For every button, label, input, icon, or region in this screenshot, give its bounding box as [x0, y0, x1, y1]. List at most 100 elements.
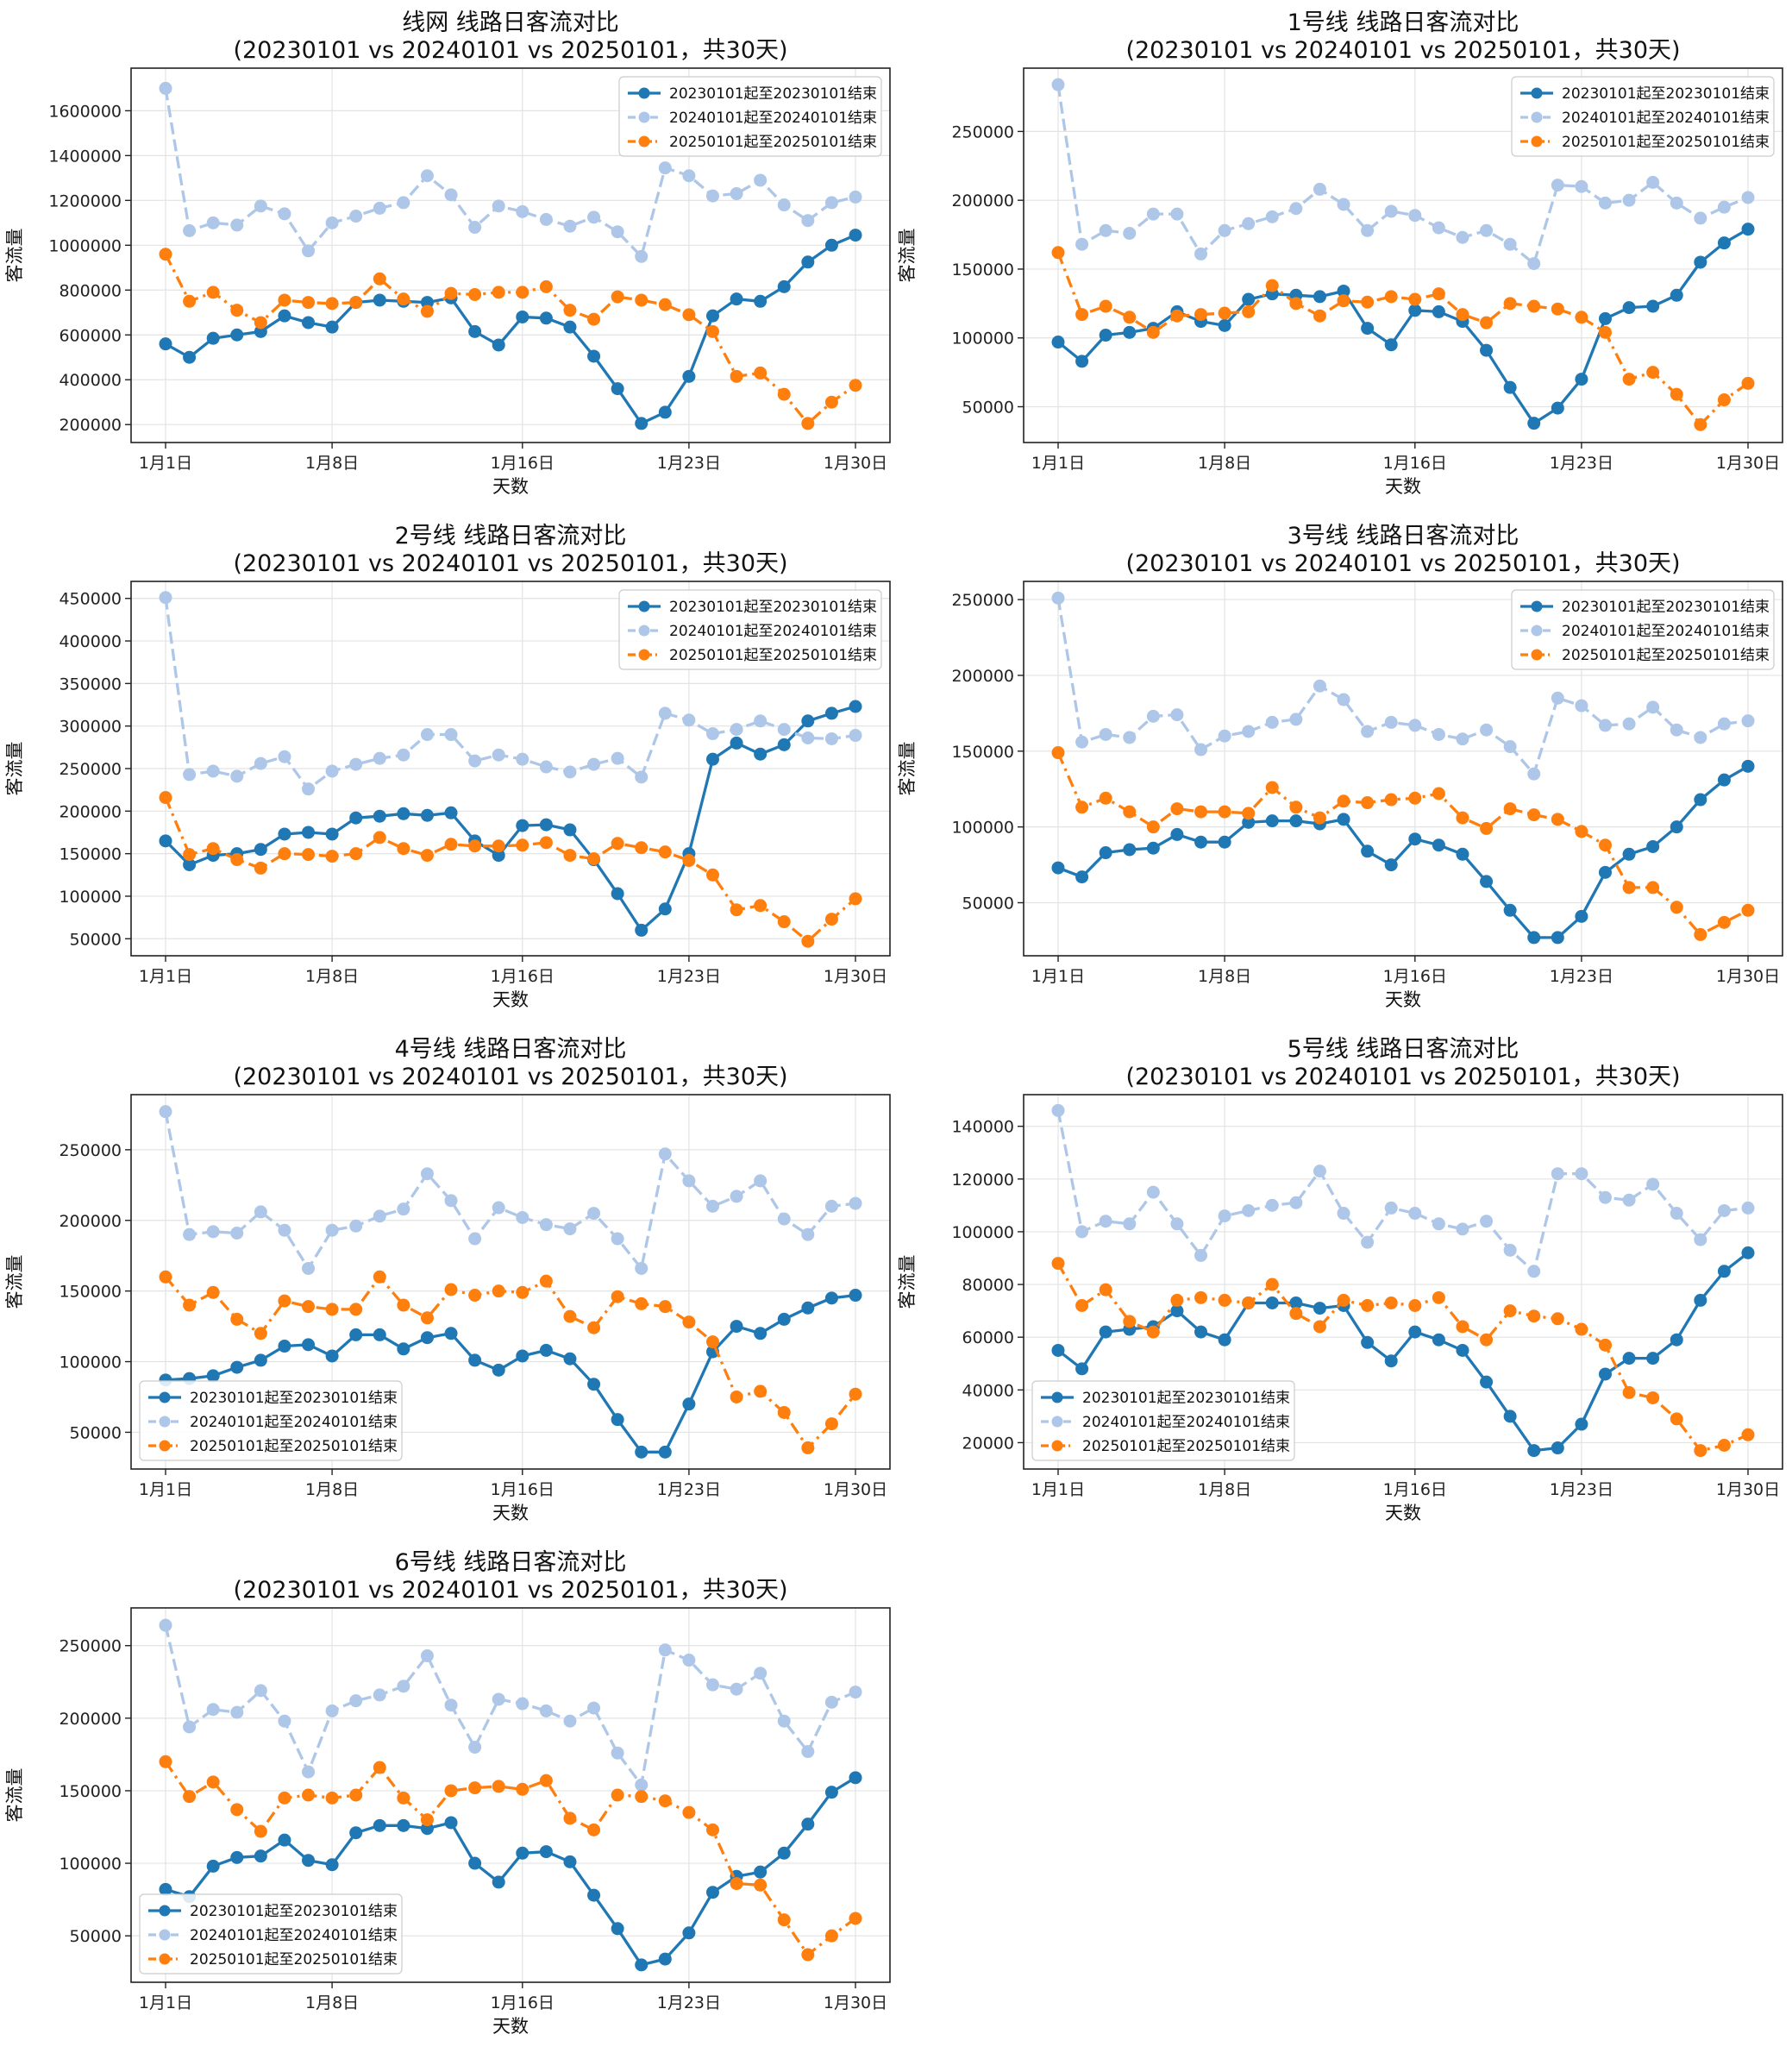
- data-point: [325, 1791, 339, 1805]
- chart-panel-5: 1月1日 1月8日 1月16日 1月23日 1月30日 20000 40000 60000 80…: [897, 1036, 1783, 1523]
- data-point: [539, 1218, 553, 1232]
- data-point: [516, 204, 529, 218]
- data-point: [730, 1390, 743, 1403]
- legend-box: [618, 76, 882, 157]
- x-tick-label: 1月30日: [824, 454, 887, 473]
- data-point: [1051, 1257, 1065, 1271]
- data-point: [1075, 1299, 1089, 1313]
- legend-swatch-marker: [638, 649, 650, 661]
- data-point: [302, 1261, 316, 1275]
- x-tick-label: 1月16日: [1383, 454, 1447, 473]
- data-point: [1384, 204, 1398, 218]
- data-point: [325, 850, 339, 863]
- data-point: [1361, 796, 1375, 810]
- data-point: [254, 843, 267, 857]
- x-axis-label: 天数: [492, 2016, 529, 2037]
- legend-swatch-marker: [159, 1953, 171, 1965]
- series-line-2: [164, 796, 857, 943]
- x-tick-label: 1月23日: [657, 1993, 721, 2012]
- data-point: [373, 1270, 386, 1284]
- data-point: [492, 1875, 505, 1889]
- data-point: [278, 1714, 291, 1728]
- data-point: [1622, 847, 1636, 861]
- data-point: [682, 854, 696, 868]
- data-point: [397, 196, 410, 210]
- data-point: [1527, 299, 1541, 313]
- data-point: [516, 1285, 529, 1299]
- data-point: [705, 324, 719, 338]
- y-axis-label: 客流量: [4, 742, 25, 796]
- data-point: [1551, 1441, 1564, 1455]
- data-point: [777, 1714, 791, 1728]
- data-point: [516, 1349, 529, 1363]
- legend-label: 20250101起至20250101结束: [1562, 134, 1770, 151]
- data-point: [801, 1301, 815, 1315]
- data-point: [1361, 295, 1375, 309]
- data-point: [1242, 292, 1256, 306]
- legend-label: 20250101起至20250101结束: [669, 134, 877, 151]
- y-axis-label: 客流量: [4, 1255, 25, 1309]
- data-point: [1527, 767, 1541, 781]
- data-point: [230, 1705, 244, 1719]
- data-point: [1741, 223, 1755, 236]
- data-point: [397, 1298, 410, 1312]
- data-point: [206, 1703, 220, 1717]
- data-point: [1646, 1177, 1660, 1191]
- legend: 20230101起至20230101结束 20240101起至20240101结束…: [618, 76, 882, 157]
- data-point: [516, 1210, 529, 1224]
- y-tick-label: 100000: [951, 819, 1014, 838]
- data-point: [563, 1309, 577, 1323]
- data-point: [444, 1698, 458, 1712]
- data-point: [1289, 297, 1303, 311]
- y-tick-label: 600000: [59, 326, 122, 345]
- data-point: [1313, 1165, 1326, 1178]
- x-tick-label: 1月16日: [491, 1993, 555, 2012]
- data-point: [777, 1405, 791, 1419]
- x-axis-label: 天数: [1385, 989, 1421, 1010]
- data-point: [1218, 835, 1231, 849]
- series-line-2: [1056, 252, 1749, 426]
- data-point: [1313, 1320, 1326, 1334]
- data-point: [278, 750, 291, 763]
- data-point: [325, 320, 339, 334]
- data-point: [1456, 1320, 1469, 1334]
- data-point: [183, 1790, 197, 1804]
- data-point: [754, 747, 768, 761]
- data-point: [1123, 843, 1137, 857]
- plot-frame: [1023, 67, 1783, 443]
- chart-title: 3号线 线路日客流对比: [1288, 523, 1519, 549]
- y-tick-label: 150000: [59, 845, 122, 864]
- legend-label: 20230101起至20230101结束: [190, 1903, 398, 1920]
- data-point: [1289, 1296, 1303, 1309]
- data-point: [397, 748, 410, 762]
- data-point: [611, 1290, 624, 1303]
- data-point: [420, 849, 434, 863]
- data-point: [1361, 322, 1375, 336]
- data-point: [420, 169, 434, 183]
- data-point: [516, 752, 529, 766]
- data-point: [325, 827, 339, 841]
- y-tick-label: 200000: [59, 416, 122, 435]
- x-tick-label: 1月16日: [491, 1480, 555, 1499]
- x-tick-label: 1月1日: [1031, 1480, 1085, 1499]
- legend: 20230101起至20230101结束 20240101起至20240101结束…: [1511, 76, 1775, 157]
- data-point: [1717, 393, 1731, 407]
- data-point: [420, 1167, 434, 1181]
- x-axis-label: 天数: [492, 989, 529, 1010]
- data-point: [302, 316, 316, 330]
- data-point: [587, 210, 601, 224]
- data-point: [611, 1232, 624, 1246]
- data-point: [1575, 909, 1588, 923]
- data-point: [206, 1285, 220, 1299]
- data-point: [1480, 1333, 1494, 1347]
- data-point: [1099, 299, 1112, 313]
- data-point: [824, 1786, 838, 1799]
- data-point: [1361, 844, 1375, 858]
- data-point: [349, 1788, 363, 1802]
- data-point: [635, 417, 649, 430]
- data-point: [492, 748, 505, 762]
- data-point: [658, 298, 672, 311]
- legend-swatch-marker: [159, 1905, 171, 1917]
- data-point: [1480, 723, 1494, 737]
